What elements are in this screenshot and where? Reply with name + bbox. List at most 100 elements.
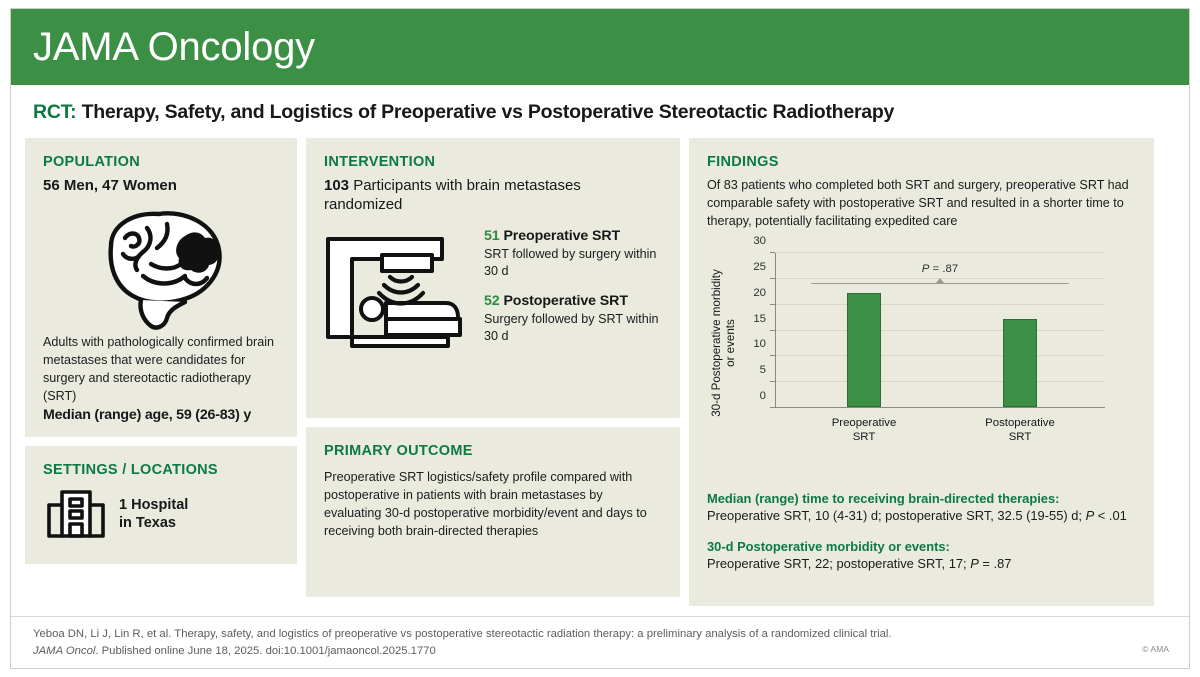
ytick-label-25: 25 — [753, 260, 766, 273]
population-description: Adults with pathologically confirmed bra… — [43, 334, 275, 403]
study-type-tag: RCT: — [33, 101, 77, 123]
chart-x-axis — [775, 407, 1105, 409]
citation-line-1: Yeboa DN, Li J, Lin R, et al. Therapy, s… — [33, 628, 892, 640]
ytick-5 — [770, 381, 775, 383]
bar-postoperative-srt — [1003, 319, 1037, 408]
chart-plot-area: 30 25 20 15 10 5 0 — [753, 235, 1105, 443]
hospital-icon — [47, 490, 105, 539]
middle-column: INTERVENTION 103 Participants with brain… — [306, 138, 680, 606]
arm-count-preoperative: 51 — [484, 227, 500, 244]
y-axis-label-line-2: or events — [724, 319, 737, 367]
xtick-label-postoperative: Postoperative SRT — [960, 416, 1080, 445]
result-value-time-to-therapy: Preoperative SRT, 10 (4-31) d; postopera… — [707, 507, 1138, 524]
chart-y-axis-label: 30-d Postoperative morbidity or events — [710, 268, 738, 418]
page-title: RCT: Therapy, Safety, and Logistics of P… — [33, 101, 1167, 124]
ytick-25 — [770, 277, 775, 279]
brain-icon-wrap — [43, 202, 279, 334]
result-0-post: < .01 — [1094, 508, 1127, 524]
journal-masthead: JAMA Oncology — [11, 9, 1189, 85]
gridline-30 — [775, 252, 1105, 254]
arm-count-postoperative: 52 — [484, 292, 500, 309]
right-column: FINDINGS Of 83 patients who completed bo… — [689, 138, 1154, 607]
chart-container: 30-d Postoperative morbidity or events — [707, 235, 1136, 443]
ytick-label-30: 30 — [753, 235, 766, 248]
settings-line-1: 1 Hospital — [119, 497, 189, 514]
copyright-notice: © AMA — [1142, 644, 1169, 654]
article-title-bar: RCT: Therapy, Safety, and Logistics of P… — [11, 85, 1189, 138]
ytick-20 — [770, 303, 775, 305]
left-column: POPULATION 56 Men, 47 Women — [25, 138, 297, 606]
tumor-icon — [176, 232, 219, 273]
brain-with-tumor-icon — [108, 211, 222, 330]
ytick-0 — [770, 407, 775, 409]
ytick-label-10: 10 — [753, 338, 766, 351]
gridline-5 — [775, 381, 1105, 383]
intervention-heading: INTERVENTION — [324, 154, 436, 171]
ytick-label-20: 20 — [753, 286, 766, 299]
arm-detail-preoperative: SRT followed by surgery within 30 d — [484, 247, 657, 278]
arm-detail-postoperative: Surgery followed by SRT within 30 d — [484, 312, 659, 343]
y-axis-label-line-1: 30-d Postoperative morbidity — [710, 269, 724, 417]
xtick-preoperative-line-2: SRT — [852, 431, 876, 444]
ytick-label-15: 15 — [753, 312, 766, 325]
primary-outcome-heading: PRIMARY OUTCOME — [324, 443, 473, 460]
ytick-30 — [770, 252, 775, 254]
population-median-age: Median (range) age, 59 (26-83) y — [43, 407, 252, 424]
intervention-arms: 51 Preoperative SRT SRT followed by surg… — [484, 225, 662, 344]
content-columns: POPULATION 56 Men, 47 Women — [11, 138, 1189, 607]
arm-name-postoperative: Postoperative SRT — [503, 292, 628, 309]
findings-summary: Of 83 patients who completed both SRT an… — [707, 178, 1129, 229]
intervention-panel: INTERVENTION 103 Participants with brain… — [306, 138, 680, 419]
p-value-marker-triangle — [936, 278, 944, 284]
xtick-label-preoperative: Preoperative SRT — [804, 416, 924, 445]
settings-line-2: in Texas — [119, 515, 176, 532]
settings-row: 1 Hospital in Texas — [43, 488, 279, 540]
result-1-pre: Preoperative SRT, 22; postoperative SRT,… — [707, 555, 971, 571]
arm-name-preoperative: Preoperative SRT — [503, 227, 621, 244]
gridline-15 — [775, 329, 1105, 331]
population-counts: 56 Men, 47 Women — [43, 177, 177, 195]
settings-label: 1 Hospital in Texas — [119, 496, 188, 532]
result-label-morbidity: 30-d Postoperative morbidity or events: — [707, 538, 950, 554]
xtick-postoperative-line-1: Postoperative — [985, 417, 1055, 430]
ytick-label-0: 0 — [759, 390, 766, 403]
primary-outcome-panel: PRIMARY OUTCOME Preoperative SRT logisti… — [306, 427, 680, 598]
findings-results: Median (range) time to receiving brain-d… — [707, 490, 1138, 573]
journal-title: JAMA Oncology — [33, 25, 315, 69]
result-label-time-to-therapy: Median (range) time to receiving brain-d… — [707, 490, 1060, 506]
ytick-15 — [770, 329, 775, 331]
intervention-body: 51 Preoperative SRT SRT followed by surg… — [324, 225, 662, 354]
p-value-bracket-line — [811, 283, 1069, 285]
bar-preoperative-srt — [847, 293, 881, 408]
population-footer: Adults with pathologically confirmed bra… — [43, 334, 281, 424]
arm-title-postoperative: 52 Postoperative SRT — [484, 292, 662, 310]
xtick-preoperative-line-1: Preoperative — [831, 417, 897, 430]
p-symbol: P — [921, 263, 930, 276]
citation-doi: . Published online June 18, 2025. doi:10… — [95, 644, 436, 657]
result-0-p-symbol: P — [1085, 508, 1095, 524]
article-title-text: Therapy, Safety, and Logistics of Preope… — [81, 101, 895, 123]
visual-abstract-frame: JAMA Oncology RCT: Therapy, Safety, and … — [10, 8, 1190, 669]
chart-y-axis — [775, 253, 776, 409]
gridline-20 — [775, 303, 1105, 305]
result-0-pre: Preoperative SRT, 10 (4-31) d; postopera… — [707, 508, 1086, 524]
linear-accelerator-icon — [326, 236, 462, 348]
ytick-label-5: 5 — [759, 364, 766, 377]
arm-title-preoperative: 51 Preoperative SRT — [484, 227, 662, 245]
population-heading: POPULATION — [43, 154, 140, 171]
participants-count: 103 — [324, 177, 350, 195]
settings-panel: SETTINGS / LOCATIONS 1 Hospita — [25, 446, 297, 565]
primary-outcome-text: Preoperative SRT logistics/safety profil… — [324, 470, 647, 539]
footer: Yeboa DN, Li J, Lin R, et al. Therapy, s… — [11, 616, 1189, 668]
ytick-10 — [770, 355, 775, 357]
morbidity-bar-chart: 30-d Postoperative morbidity or events — [710, 235, 1133, 443]
findings-heading: FINDINGS — [707, 154, 779, 171]
settings-heading: SETTINGS / LOCATIONS — [43, 462, 218, 479]
findings-panel: FINDINGS Of 83 patients who completed bo… — [689, 138, 1154, 607]
participants-text: Participants with brain metastases rando… — [324, 177, 581, 214]
citation-line-2: JAMA Oncol. Published online June 18, 20… — [33, 643, 1167, 660]
result-1-p-symbol: P — [970, 555, 979, 571]
result-value-morbidity: Preoperative SRT, 22; postoperative SRT,… — [707, 555, 1138, 572]
p-value-annotation: P = .87 — [922, 263, 958, 275]
